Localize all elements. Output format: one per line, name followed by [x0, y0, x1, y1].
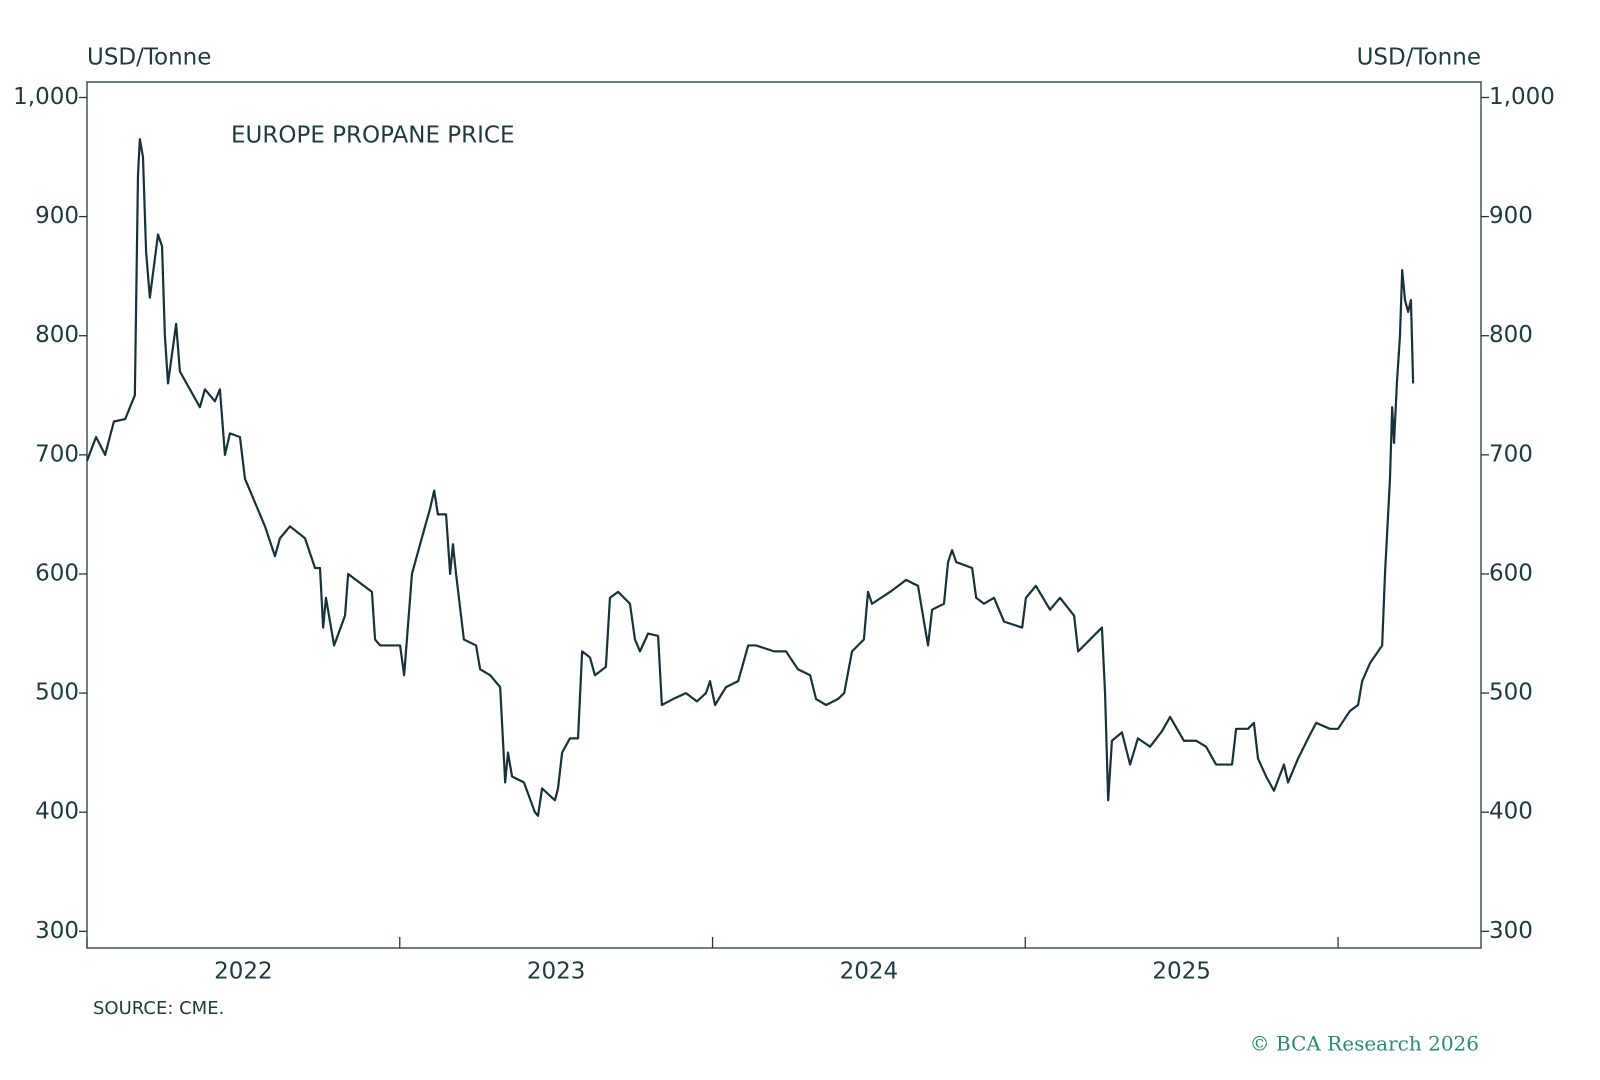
y2-tick-label: 600: [1489, 560, 1533, 586]
price-line: [85, 138, 1415, 817]
plot-frame: [86, 81, 1482, 949]
x-tick-label: 2024: [840, 959, 899, 985]
y2-axis-label: USD/Tonne: [1357, 45, 1481, 71]
x-tick-label: 2023: [527, 959, 586, 985]
y-tick-label: 500: [35, 680, 79, 706]
y2-tick-label: 500: [1489, 680, 1533, 706]
y-tick-label: 1,000: [13, 84, 79, 110]
y2-tick-label: 800: [1489, 322, 1533, 348]
x-tick-label: 2022: [214, 959, 273, 985]
y-tick-label: 300: [35, 918, 79, 944]
y-tick-label: 900: [35, 203, 79, 229]
chart-title: EUROPE PROPANE PRICE: [231, 123, 515, 149]
y2-tick-label: 700: [1489, 441, 1533, 467]
y2-tick-label: 400: [1489, 799, 1533, 825]
y-tick-label: 800: [35, 322, 79, 348]
x-tick-label: 2025: [1152, 959, 1211, 985]
y-axis-label: USD/Tonne: [87, 45, 211, 71]
y-tick-label: 400: [35, 799, 79, 825]
credit: © BCA Research 2026: [1250, 1032, 1479, 1056]
source-note: SOURCE: CME.: [93, 998, 224, 1019]
y2-tick-label: 1,000: [1489, 84, 1555, 110]
y2-tick-label: 900: [1489, 203, 1533, 229]
y-tick-label: 700: [35, 441, 79, 467]
y-tick-label: 600: [35, 560, 79, 586]
y2-tick-label: 300: [1489, 918, 1533, 944]
